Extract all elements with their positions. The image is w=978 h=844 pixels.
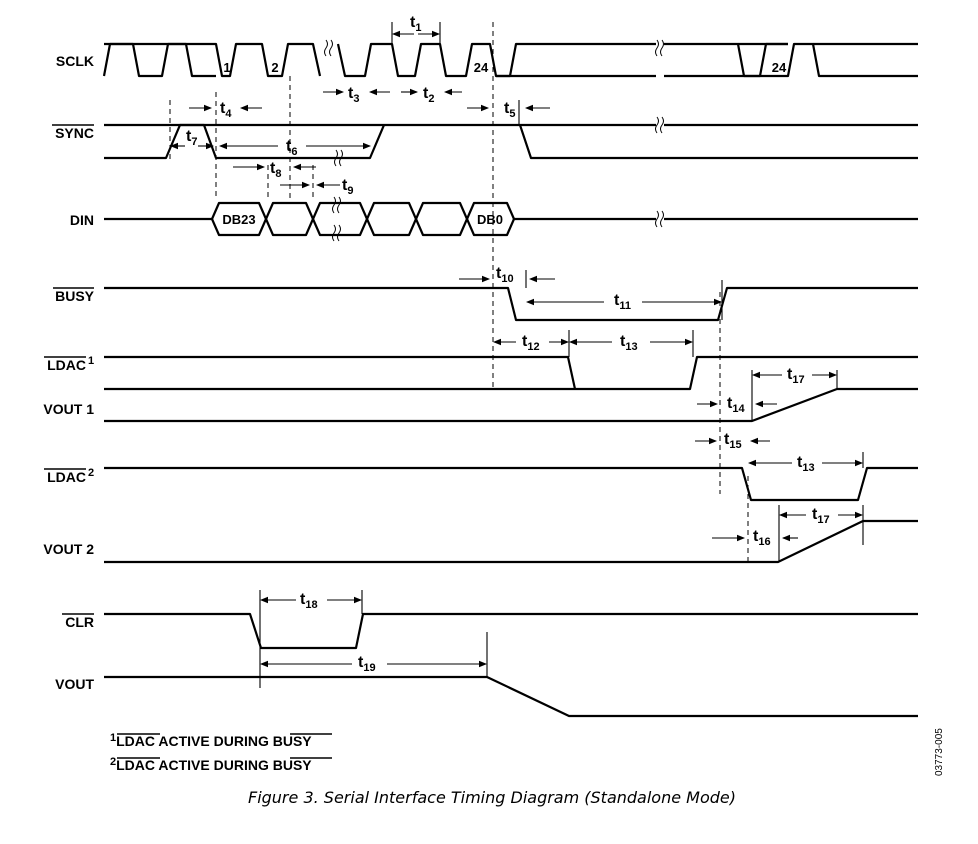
t4-label: t4 bbox=[220, 100, 232, 120]
ldac1-label: LDAC bbox=[47, 357, 86, 373]
ldac1-waveform-high bbox=[104, 355, 577, 390]
t1-label: t1 bbox=[410, 14, 421, 34]
t9-label: t9 bbox=[342, 177, 353, 197]
clr-waveform bbox=[104, 612, 918, 650]
vout2-label: VOUT 2 bbox=[43, 541, 94, 557]
ldac1-waveform-low bbox=[104, 355, 918, 391]
sclk-label: SCLK bbox=[56, 53, 94, 69]
din-break-3 bbox=[655, 210, 664, 228]
vout-waveform bbox=[104, 675, 918, 718]
t5-label: t5 bbox=[504, 100, 515, 120]
clock-pulse-1: 1 bbox=[223, 60, 230, 75]
vout1-waveform bbox=[104, 387, 918, 423]
clock-pulse-24b: 24 bbox=[772, 60, 787, 75]
t14-label: t14 bbox=[727, 395, 745, 415]
t12-label: t12 bbox=[522, 333, 540, 353]
t8-label: t8 bbox=[270, 160, 281, 180]
sclk-waveform bbox=[102, 39, 918, 78]
clock-pulse-2: 2 bbox=[271, 60, 278, 75]
footnote-1: 1LDAC ACTIVE DURING BUSY bbox=[110, 732, 312, 749]
din-bit-last: DB0 bbox=[477, 212, 503, 227]
timing-labels: t1 t3 t2 t4 t5 t7 t6 t8 t9 t10 t11 t12 t… bbox=[186, 14, 830, 674]
vout2-waveform bbox=[104, 519, 918, 564]
ldac2-waveform bbox=[104, 466, 918, 502]
t13-label-1: t13 bbox=[620, 333, 638, 353]
sclk-break-1 bbox=[324, 39, 333, 57]
t15-label: t15 bbox=[724, 431, 742, 451]
footnote-2: 2LDAC ACTIVE DURING BUSY bbox=[110, 756, 312, 773]
sync-break-2 bbox=[655, 116, 664, 134]
footnotes: 1LDAC ACTIVE DURING BUSY 2LDAC ACTIVE DU… bbox=[110, 732, 332, 773]
clr-label: CLR bbox=[65, 614, 94, 630]
sync-break-1 bbox=[334, 149, 343, 167]
t10-label: t10 bbox=[496, 265, 514, 285]
t6-label: t6 bbox=[286, 138, 297, 158]
timing-extension-lines bbox=[259, 22, 864, 688]
t13-label-2: t13 bbox=[797, 454, 815, 474]
sync-label: SYNC bbox=[55, 125, 94, 141]
t7-label: t7 bbox=[186, 128, 197, 148]
t16-label: t16 bbox=[753, 528, 771, 548]
vout-label: VOUT bbox=[55, 676, 94, 692]
ldac2-note: 2 bbox=[88, 467, 94, 479]
ldac1-note: 1 bbox=[88, 355, 94, 367]
din-label: DIN bbox=[70, 212, 94, 228]
ldac2-label: LDAC bbox=[47, 469, 86, 485]
sync-waveform bbox=[104, 116, 918, 167]
t3-label: t3 bbox=[348, 85, 359, 105]
din-bit-first: DB23 bbox=[222, 212, 255, 227]
busy-waveform bbox=[104, 286, 918, 322]
t18-label: t18 bbox=[300, 591, 318, 611]
vout1-label: VOUT 1 bbox=[43, 401, 94, 417]
t2-label: t2 bbox=[423, 85, 434, 105]
t17-label-2: t17 bbox=[812, 506, 830, 526]
din-break-1 bbox=[332, 196, 341, 214]
reference-lines bbox=[169, 22, 749, 562]
t17-label-1: t17 bbox=[787, 366, 805, 386]
timing-arrows bbox=[170, 30, 863, 668]
busy-label: BUSY bbox=[55, 288, 95, 304]
figure-code: 03773-005 bbox=[934, 728, 945, 776]
t19-label: t19 bbox=[358, 654, 376, 674]
t11-label: t11 bbox=[614, 292, 631, 312]
din-waveform bbox=[104, 196, 918, 242]
clock-pulse-24: 24 bbox=[474, 60, 489, 75]
din-break-2 bbox=[332, 224, 341, 242]
sclk-break-2 bbox=[655, 39, 664, 57]
figure-caption: Figure 3. Serial Interface Timing Diagra… bbox=[248, 788, 736, 807]
